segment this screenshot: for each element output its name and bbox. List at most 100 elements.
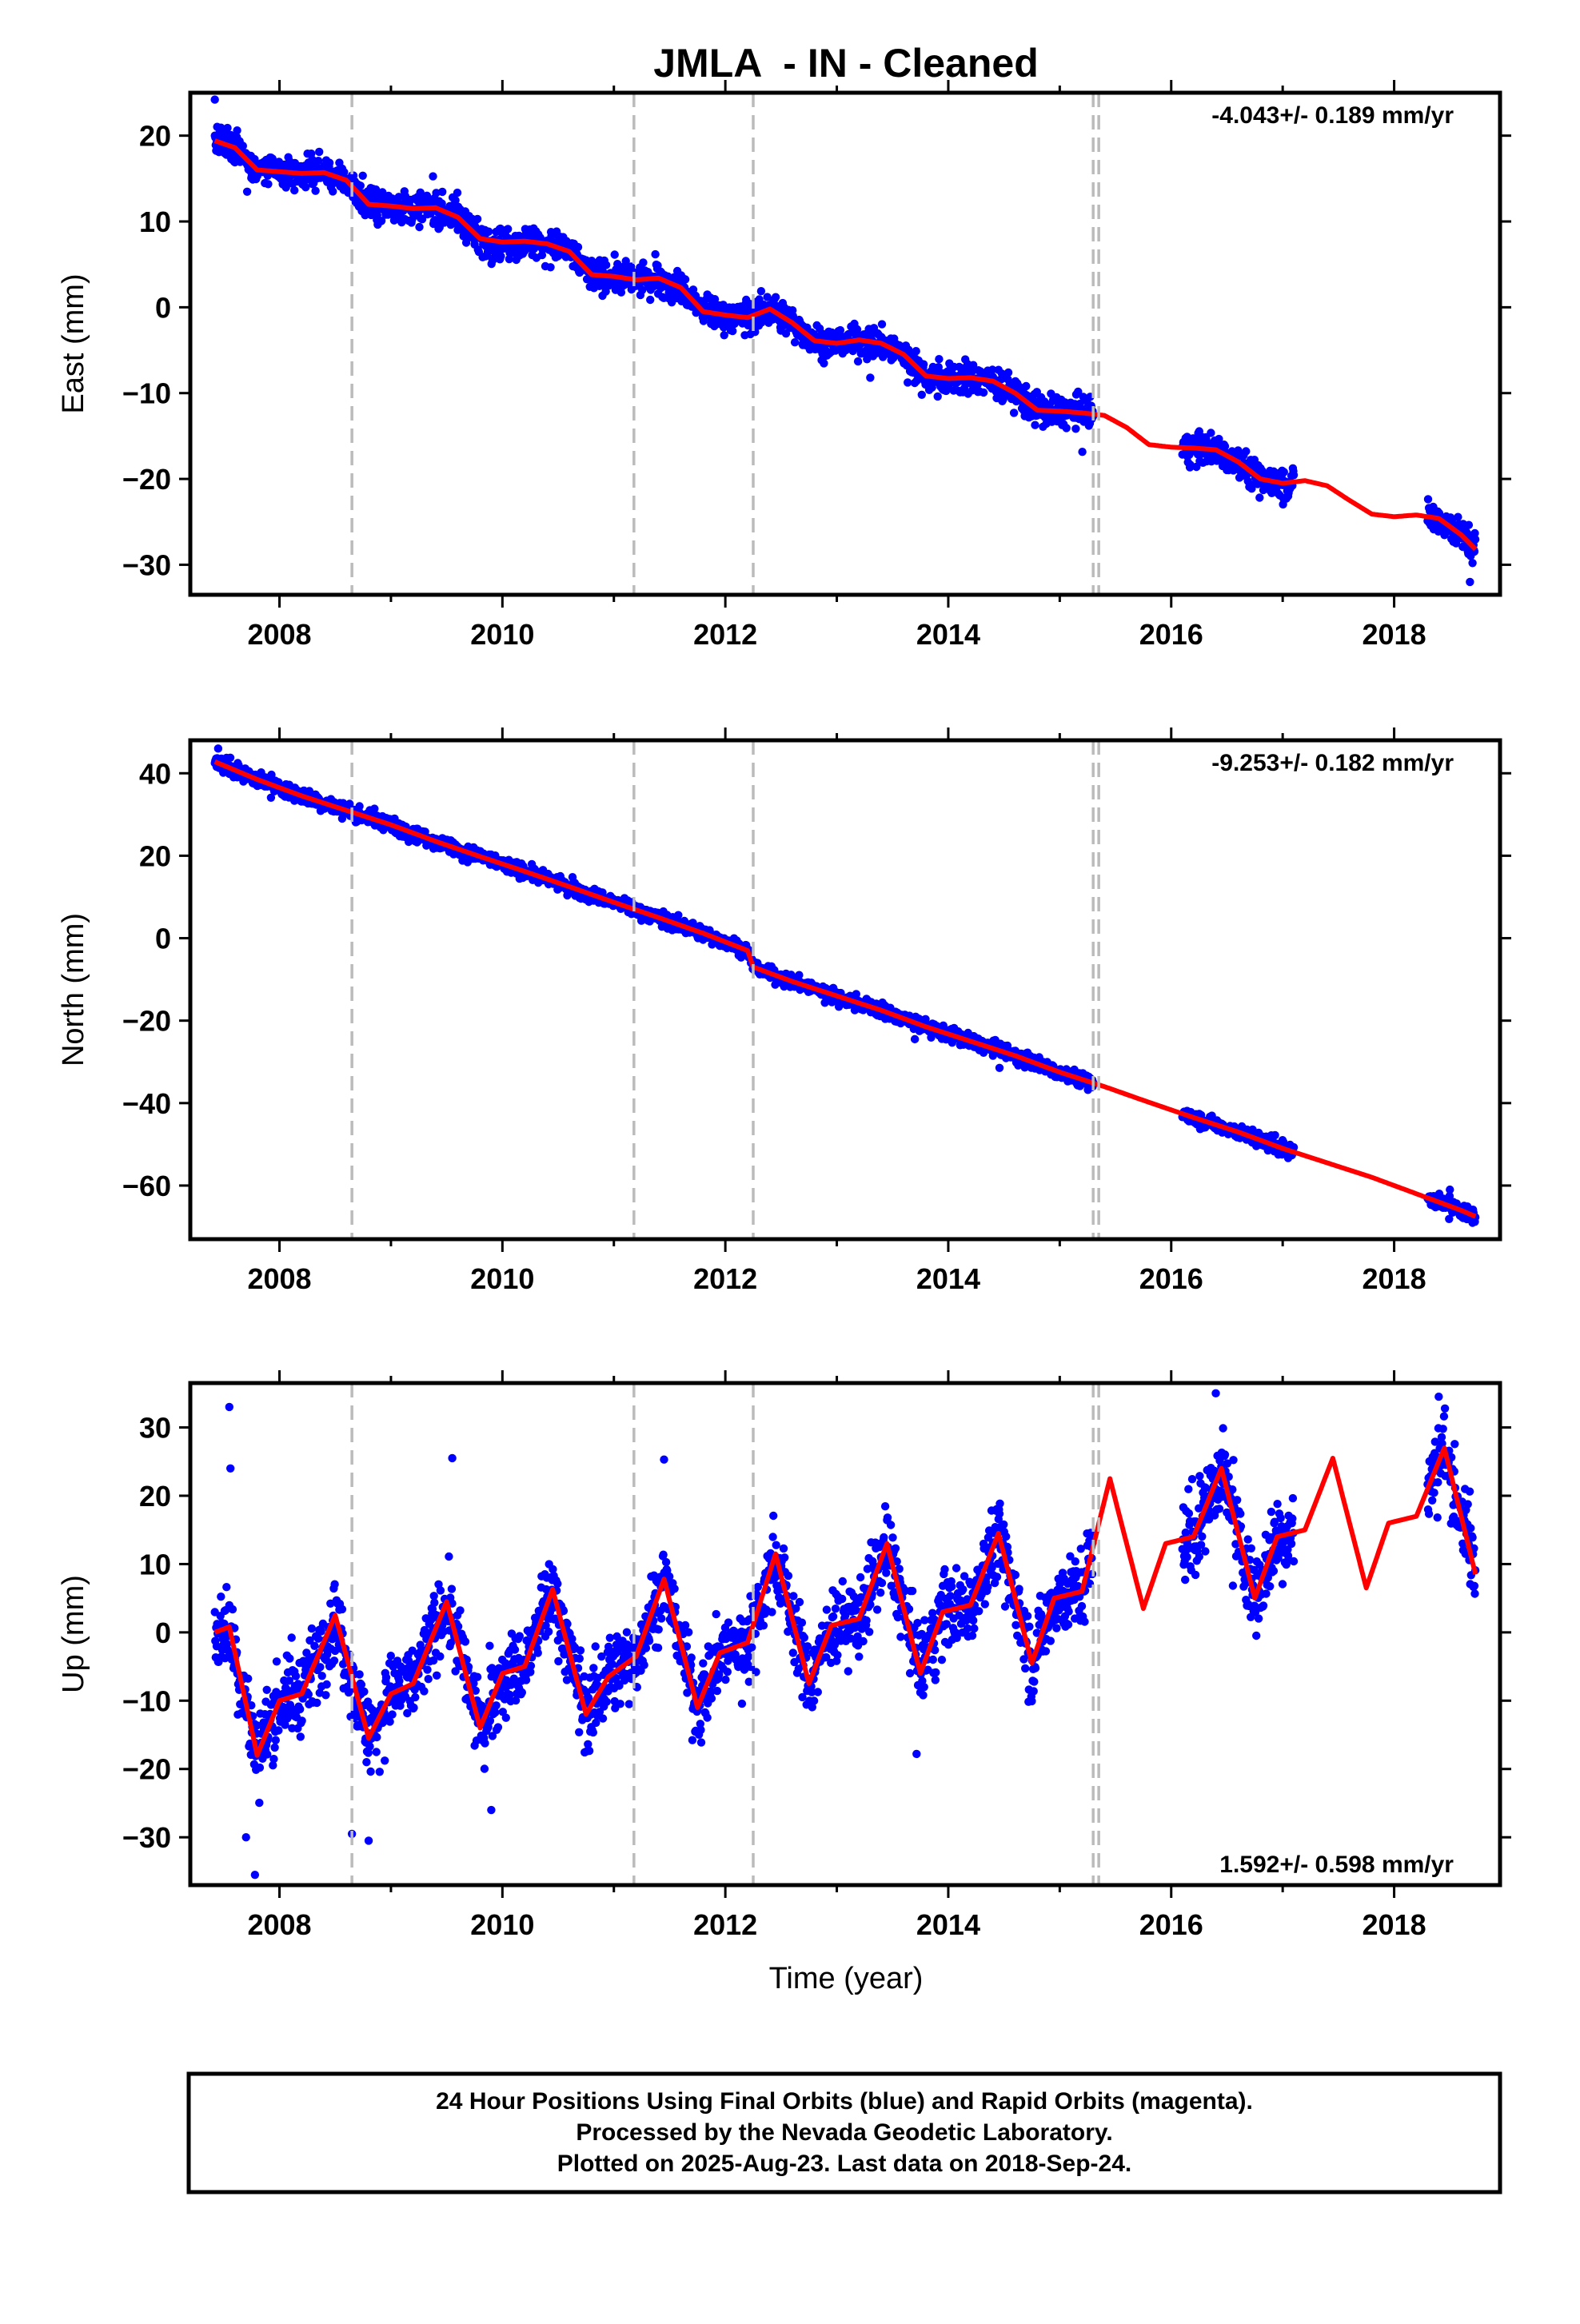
data-point (210, 95, 218, 103)
y-tick-label: 0 (155, 923, 171, 955)
data-point (243, 188, 251, 196)
data-point (1010, 409, 1018, 417)
data-point (217, 1593, 225, 1600)
x-tick-label: 2016 (1139, 1262, 1203, 1295)
data-point (1071, 425, 1079, 433)
x-tick-label: 2010 (470, 1262, 534, 1295)
data-point (270, 1744, 278, 1752)
data-point (316, 1663, 324, 1671)
data-point (1471, 536, 1479, 544)
data-point (317, 1627, 325, 1635)
data-point (1063, 424, 1071, 432)
y-tick-label: 10 (139, 205, 171, 238)
data-point (429, 172, 437, 180)
data-point (330, 1581, 338, 1589)
data-point (1424, 495, 1432, 503)
data-point (646, 296, 654, 304)
data-point (728, 327, 736, 335)
data-point (546, 263, 554, 271)
data-point (355, 1670, 363, 1678)
data-point (362, 1758, 370, 1766)
data-point (878, 320, 886, 328)
data-point (485, 228, 493, 236)
data-point (373, 1733, 381, 1741)
data-point (611, 250, 619, 258)
data-point (681, 275, 689, 283)
data-point (313, 1699, 321, 1707)
data-point (639, 258, 647, 266)
data-point (651, 250, 659, 258)
x-tick-label: 2008 (247, 618, 311, 651)
data-point (226, 754, 234, 762)
chart-title: JMLA - IN - Cleaned (653, 41, 1039, 86)
x-tick-label: 2016 (1139, 618, 1203, 651)
y-tick-label: −10 (122, 377, 171, 410)
data-point (360, 1688, 368, 1696)
data-point (918, 391, 926, 399)
data-point (239, 142, 247, 149)
data-point (602, 261, 610, 269)
data-point (980, 389, 988, 397)
x-tick-label: 2012 (693, 618, 757, 651)
x-tick-label: 2008 (247, 1262, 311, 1295)
data-point (473, 215, 481, 223)
x-tick-label: 2014 (916, 1262, 980, 1295)
data-point (272, 1736, 280, 1744)
data-point (1466, 578, 1474, 586)
data-point (438, 188, 446, 196)
data-point (322, 1680, 330, 1688)
data-point (292, 1672, 300, 1680)
y-tick-label: 40 (139, 757, 171, 790)
data-point (1031, 421, 1039, 429)
data-point (296, 1705, 304, 1713)
data-point (1271, 1131, 1279, 1139)
data-point (1078, 448, 1086, 456)
data-point (308, 1624, 316, 1632)
y-tick-label: −20 (122, 1005, 171, 1038)
data-point (757, 287, 765, 295)
data-point (229, 1605, 237, 1613)
data-point (772, 293, 780, 301)
data-point (911, 1035, 919, 1043)
data-point (329, 187, 337, 195)
data-point (934, 393, 942, 401)
data-point (1290, 471, 1298, 479)
data-point (222, 1583, 230, 1591)
data-point (255, 1799, 263, 1807)
data-point (453, 189, 461, 197)
north-y-axis-label: North (mm) (57, 913, 90, 1066)
data-point (269, 1755, 277, 1763)
data-point (233, 126, 241, 134)
data-point (321, 1691, 329, 1699)
data-point (853, 325, 861, 333)
data-point (305, 1690, 313, 1698)
data-point (674, 911, 682, 919)
data-point (376, 1768, 384, 1776)
y-tick-label: 20 (139, 120, 171, 153)
y-tick-label: −60 (122, 1170, 171, 1202)
data-point (995, 1064, 1003, 1072)
data-point (256, 1764, 264, 1772)
data-point (1280, 468, 1288, 476)
data-point (355, 802, 363, 810)
data-point (382, 1673, 390, 1681)
data-point (866, 373, 874, 381)
data-point (357, 181, 365, 189)
x-tick-label: 2012 (693, 1262, 757, 1295)
data-point (1242, 447, 1250, 455)
data-point (409, 1704, 417, 1712)
data-point (244, 1675, 252, 1683)
data-point (365, 1742, 373, 1750)
data-point (912, 347, 920, 355)
x-tick-label: 2018 (1363, 618, 1426, 651)
data-point (791, 338, 799, 346)
data-point (297, 1732, 305, 1740)
y-tick-label: −20 (122, 463, 171, 496)
data-point (318, 1672, 326, 1680)
data-point (315, 148, 323, 156)
data-point (574, 243, 582, 251)
data-point (325, 159, 333, 167)
data-point (273, 1657, 281, 1665)
